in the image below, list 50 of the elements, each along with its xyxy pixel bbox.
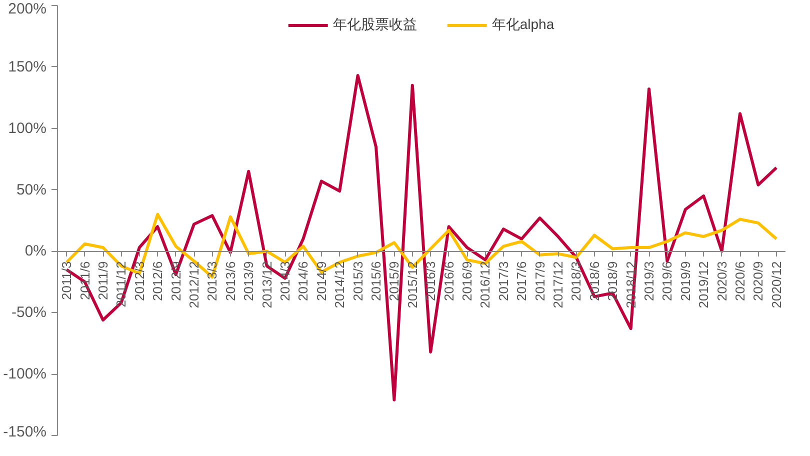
x-tick-label: 2012/3: [132, 261, 147, 301]
x-tick-label: 2019/9: [678, 261, 693, 301]
x-tick-label: 2013/9: [241, 261, 256, 301]
x-tick-label: 2016/9: [460, 261, 474, 301]
y-tick-label: -100%: [3, 366, 46, 383]
x-tick-label: 2020/12: [768, 261, 784, 308]
x-tick-label: 2018/12: [623, 261, 638, 308]
x-tick-label: 2013/3: [204, 261, 220, 301]
x-tick-label: 2015/9: [386, 261, 402, 301]
x-tick-label: 2014/9: [314, 261, 329, 301]
x-tick-label: 2018/3: [568, 261, 584, 301]
y-tick-label: -50%: [11, 304, 47, 322]
x-tick-label: 2017/12: [550, 261, 566, 308]
y-tick-label: 100%: [8, 120, 47, 137]
x-tick-label: 2015/3: [350, 261, 366, 301]
x-tick-label: 2017/3: [496, 261, 511, 301]
y-tick-label: 50%: [16, 181, 47, 198]
x-tick-label: 2014/12: [332, 261, 348, 308]
x-tick-label: 2016/3: [423, 261, 438, 301]
x-tick-label: 2014/6: [296, 261, 311, 301]
x-tick-label: 2018/9: [605, 261, 620, 301]
legend-label: 年化股票收益: [332, 16, 417, 34]
x-tick-label: 2018/6: [586, 261, 602, 301]
y-tick-label: 200%: [8, 0, 47, 18]
x-tick-label: 2011/6: [77, 261, 92, 300]
x-tick-label: 2017/6: [514, 261, 530, 301]
x-tick-label: 2015/12: [404, 261, 420, 308]
x-tick-label: 2019/3: [642, 261, 656, 301]
x-tick-label: 2020/9: [750, 261, 766, 301]
x-tick-label: 2012/9: [168, 261, 184, 301]
y-tick-label: 150%: [8, 58, 47, 76]
x-tick-label: 2011/3: [59, 261, 74, 300]
x-tick-label: 2017/9: [532, 261, 548, 301]
y-tick-label: 0%: [24, 242, 47, 260]
x-tick-label: 2012/12: [186, 261, 202, 308]
legend-label: 年化alpha: [492, 16, 554, 34]
y-tick-label: -150%: [3, 424, 46, 440]
x-tick-label: 2016/6: [441, 261, 456, 301]
x-tick-label: 2011/9: [96, 261, 110, 300]
x-tick-label: 2019/12: [696, 261, 712, 308]
x-tick-label: 2020/6: [732, 261, 748, 301]
x-tick-label: 2019/6: [660, 261, 675, 301]
x-tick-label: 2013/6: [222, 261, 238, 301]
x-tick-label: 2012/6: [150, 261, 166, 301]
x-tick-label: 2015/6: [368, 261, 384, 301]
x-tick-label: 2011/12: [114, 261, 129, 308]
x-tick-label: 2016/12: [478, 261, 493, 308]
x-tick-label: 2013/12: [259, 261, 274, 308]
x-tick-label: 2014/3: [278, 261, 292, 301]
x-tick-label: 2020/3: [714, 261, 730, 301]
